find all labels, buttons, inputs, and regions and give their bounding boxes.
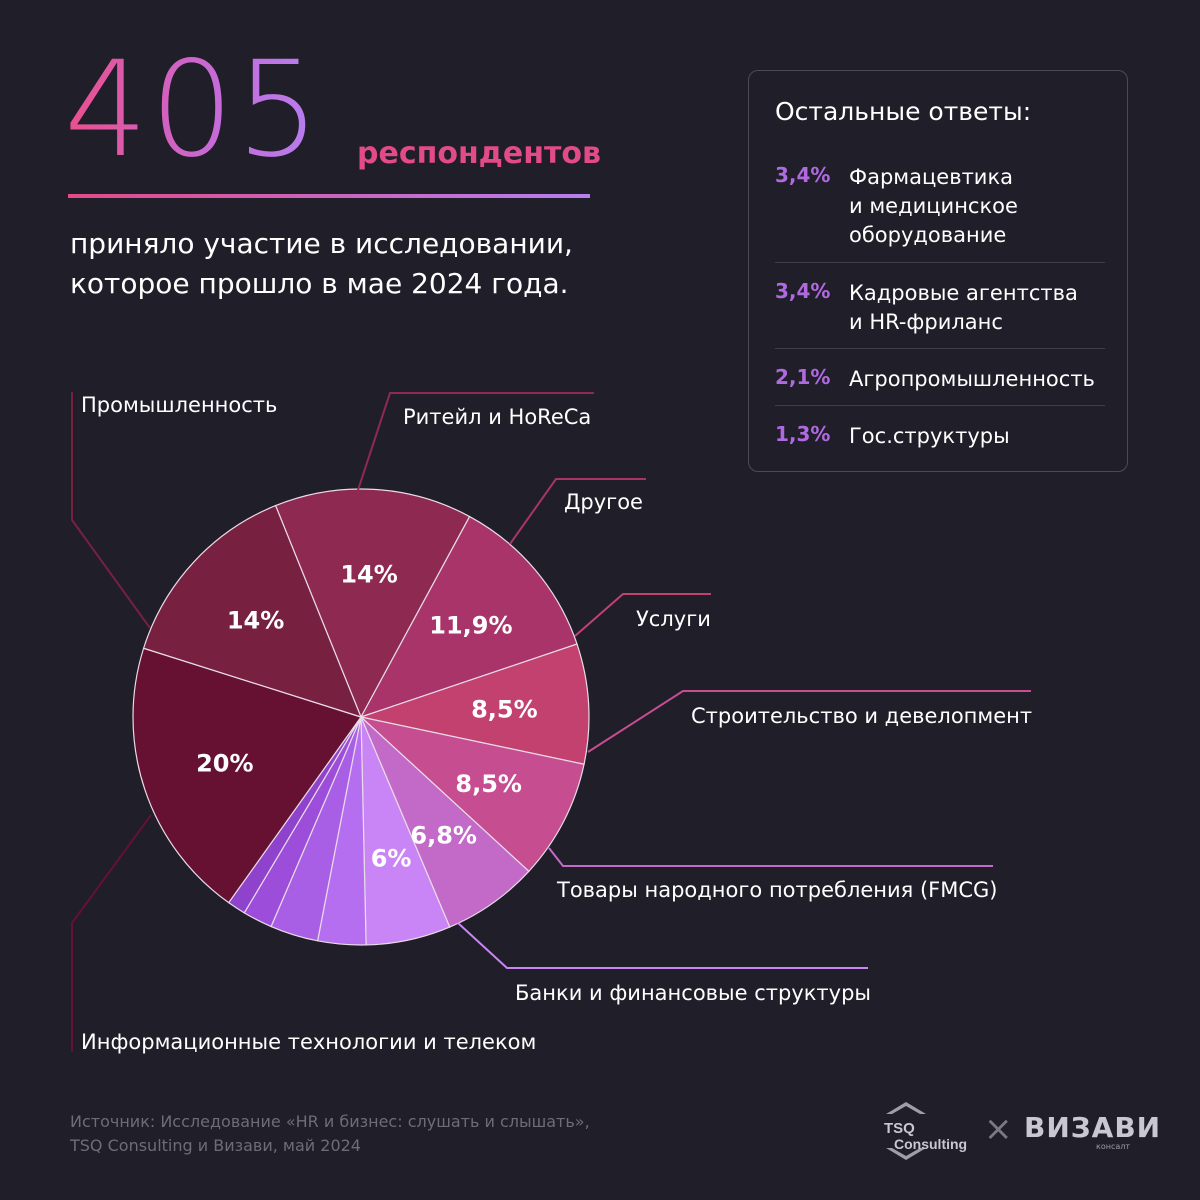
- pie-value-label: 6%: [371, 845, 412, 873]
- other-answer-pct: 1,3%: [775, 422, 831, 446]
- source-line-1: Источник: Исследование «HR и бизнес: слу…: [70, 1112, 590, 1131]
- leader-line: [71, 814, 152, 1052]
- pie-category-labels: Ритейл и HoReCa Другое Услуги Строительство…: [81, 393, 1032, 1054]
- other-answers-divider: [775, 262, 1105, 263]
- subtitle-line-1: приняло участие в исследовании,: [70, 227, 573, 260]
- pie-category-label: Строительство и девелопмент: [691, 704, 1032, 728]
- other-answer-label: Фармацевтика и медицинское оборудование: [849, 165, 1018, 247]
- other-answer-pct: 3,4%: [775, 163, 831, 187]
- leader-line: [357, 392, 594, 491]
- other-answer-label: Гос.структуры: [849, 424, 1010, 448]
- other-answers-divider: [775, 348, 1105, 349]
- vizavi-logo: ВИЗАВИ: [1024, 1111, 1162, 1144]
- pie-category-label: Товары народного потребления (FMCG): [556, 878, 998, 902]
- pie-category-label: Информационные технологии и телеком: [81, 1030, 536, 1054]
- other-answer-label: Агропромышленность: [849, 367, 1095, 391]
- respondent-count: 405: [64, 33, 322, 187]
- pie-slice: [359, 515, 578, 719]
- pie-category-label: Банки и финансовые структуры: [515, 981, 871, 1005]
- header-underline: [68, 194, 590, 198]
- pie-slice: [142, 504, 363, 718]
- pie-slice: [132, 647, 362, 904]
- pie-category-label: Услуги: [636, 607, 711, 631]
- logo-separator: ×: [984, 1109, 1013, 1149]
- pie-slice: [358, 715, 585, 873]
- leader-line: [71, 392, 151, 629]
- pie-value-labels: 14% 11,9% 8,5% 8,5% 6,8%6% 20% 14%: [196, 561, 538, 873]
- pie-slices: [132, 488, 590, 946]
- pie-value-label: 11,9%: [429, 612, 512, 640]
- leader-line: [548, 847, 993, 867]
- pie-value-label: 14%: [340, 561, 397, 589]
- other-answer-pct: 2,1%: [775, 365, 831, 389]
- other-answers-divider: [775, 405, 1105, 406]
- other-answers-panel: Остальные ответы: 3,4% Фармацевтика и ме…: [748, 70, 1128, 472]
- pie-value-label: 8,5%: [471, 696, 538, 724]
- leader-line: [587, 690, 1031, 753]
- tsq-consulting-logo: TSQ Consulting: [884, 1102, 967, 1160]
- tsq-logo-line-1: TSQ: [884, 1120, 915, 1137]
- pie-slice: [274, 488, 471, 719]
- tsq-logo-line-2: Consulting: [894, 1136, 967, 1152]
- pie-category-label: Другое: [564, 490, 643, 514]
- source-note: Источник: Исследование «HR и бизнес: слу…: [70, 1110, 630, 1158]
- leader-line: [574, 593, 711, 637]
- pie-value-label: 8,5%: [455, 770, 522, 798]
- header-subtitle: приняло участие в исследовании, которое …: [70, 224, 710, 304]
- pie-value-label: 14%: [227, 607, 284, 635]
- pie-category-label: Ритейл и HoReCa: [403, 405, 591, 429]
- pie-leader-lines: [71, 392, 1031, 1052]
- other-answer-pct: 3,4%: [775, 279, 831, 303]
- respondent-unit: респондентов: [357, 136, 601, 171]
- other-answers-title: Остальные ответы:: [775, 97, 1032, 126]
- other-answer-label: Кадровые агентства и HR-фриланс: [849, 281, 1078, 334]
- leader-line: [509, 478, 646, 545]
- pie-value-label: 20%: [196, 750, 253, 778]
- pie-slice: [358, 643, 590, 765]
- source-line-2: TSQ Consulting и Визави, май 2024: [70, 1136, 361, 1155]
- pie-category-label: Промышленность: [81, 393, 277, 417]
- leader-line: [457, 922, 868, 969]
- subtitle-line-2: которое прошло в мае 2024 года.: [70, 267, 569, 300]
- vizavi-logo-sub: консалт: [1096, 1142, 1131, 1151]
- pie-value-label: 6,8%: [410, 821, 477, 849]
